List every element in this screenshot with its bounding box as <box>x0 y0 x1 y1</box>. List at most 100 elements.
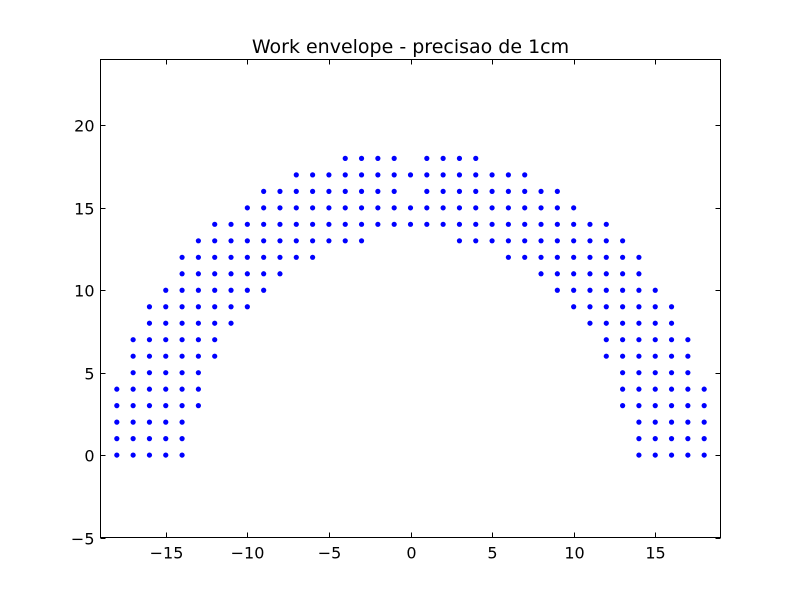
data-point <box>571 271 577 277</box>
data-point <box>195 238 201 244</box>
data-point <box>587 320 593 326</box>
data-point <box>603 337 609 343</box>
points-layer <box>114 155 707 458</box>
data-point <box>277 238 283 244</box>
data-point <box>620 254 626 260</box>
data-point <box>163 403 169 409</box>
data-point <box>163 386 169 392</box>
data-point <box>310 205 316 211</box>
data-point <box>505 221 511 227</box>
data-point <box>212 221 218 227</box>
data-point <box>293 172 299 178</box>
data-point <box>489 238 495 244</box>
data-point <box>163 452 169 458</box>
data-point <box>603 353 609 359</box>
data-point <box>685 452 691 458</box>
y-tick-label: 0 <box>84 447 94 466</box>
data-point <box>391 155 397 161</box>
data-point <box>538 238 544 244</box>
data-point <box>587 238 593 244</box>
data-point <box>636 320 642 326</box>
data-point <box>652 287 658 293</box>
data-point <box>342 188 348 194</box>
data-point <box>310 172 316 178</box>
plot-area-frame <box>100 59 721 538</box>
data-point <box>391 221 397 227</box>
data-point <box>620 320 626 326</box>
data-point <box>424 172 430 178</box>
data-point <box>685 337 691 343</box>
data-point <box>554 254 560 260</box>
data-point <box>163 353 169 359</box>
data-point <box>636 254 642 260</box>
data-point <box>522 205 528 211</box>
data-point <box>603 320 609 326</box>
data-point <box>195 320 201 326</box>
data-point <box>652 452 658 458</box>
data-point <box>407 205 414 211</box>
data-point <box>179 353 185 359</box>
data-point <box>620 271 626 277</box>
data-point <box>195 353 201 359</box>
data-point <box>179 386 185 392</box>
data-point <box>326 172 332 178</box>
data-point <box>146 320 153 326</box>
data-point <box>293 188 299 194</box>
data-point <box>326 221 332 227</box>
data-point <box>636 386 642 392</box>
data-point <box>668 337 675 343</box>
data-point <box>130 452 136 458</box>
data-point <box>489 221 495 227</box>
data-point <box>130 386 136 392</box>
data-point <box>571 238 577 244</box>
data-point <box>620 370 626 376</box>
data-point <box>130 403 136 409</box>
data-point <box>473 172 479 178</box>
data-point <box>440 205 446 211</box>
data-point <box>244 271 250 277</box>
data-point <box>293 254 299 260</box>
data-point <box>554 221 560 227</box>
data-point <box>505 205 511 211</box>
data-point <box>391 205 397 211</box>
y-tick-label: 5 <box>84 365 94 384</box>
chart-title: Work envelope - precisao de 1cm <box>252 36 569 58</box>
data-point <box>652 436 658 442</box>
data-point <box>228 320 234 326</box>
data-point <box>473 238 479 244</box>
data-point <box>505 188 511 194</box>
data-point <box>636 403 642 409</box>
data-point <box>456 238 463 244</box>
data-point <box>244 304 250 310</box>
data-point <box>228 254 234 260</box>
data-point <box>277 205 283 211</box>
data-point <box>244 238 250 244</box>
data-point <box>685 353 691 359</box>
data-point <box>130 419 136 425</box>
data-point <box>277 254 283 260</box>
data-point <box>636 419 642 425</box>
data-point <box>554 205 560 211</box>
data-point <box>505 238 511 244</box>
data-point <box>652 320 658 326</box>
data-point <box>652 353 658 359</box>
data-point <box>179 436 185 442</box>
data-point <box>668 403 675 409</box>
data-point <box>636 353 642 359</box>
data-point <box>358 188 365 194</box>
data-point <box>473 155 479 161</box>
data-point <box>228 271 234 277</box>
data-point <box>603 238 609 244</box>
x-tick-label: −10 <box>231 544 265 563</box>
data-point <box>407 172 414 178</box>
data-point <box>489 188 495 194</box>
data-point <box>571 304 577 310</box>
data-point <box>212 320 218 326</box>
data-point <box>228 304 234 310</box>
data-point <box>163 337 169 343</box>
data-point <box>685 386 691 392</box>
data-point <box>587 254 593 260</box>
data-point <box>228 287 234 293</box>
data-point <box>424 155 430 161</box>
